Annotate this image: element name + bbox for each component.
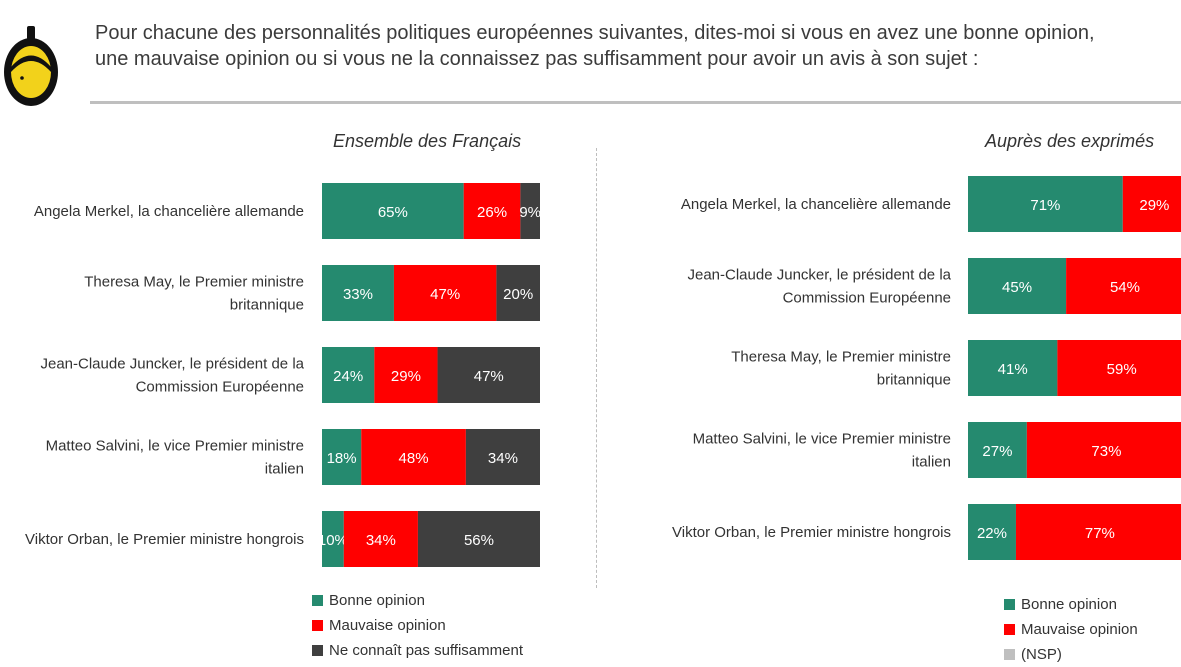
bar-segment-mauvaise xyxy=(343,511,418,567)
data-label: 22% xyxy=(977,525,1007,542)
bar-segment-bonne xyxy=(968,176,1123,232)
data-label: 10% xyxy=(318,532,348,549)
category-label: italien xyxy=(912,454,951,471)
category-label: Commission Européenne xyxy=(783,290,951,307)
right-panel-title: Auprès des exprimés xyxy=(985,131,1155,151)
legend-label: Mauvaise opinion xyxy=(329,617,446,634)
legend-swatch xyxy=(1004,624,1015,635)
bar-segment-bonne xyxy=(322,429,362,485)
data-label: 71% xyxy=(1030,197,1060,214)
legend-item: (NSP) xyxy=(1004,642,1138,667)
logo-stem xyxy=(27,26,35,40)
bar-segment-bonne xyxy=(322,347,375,403)
bar-segment-bonne xyxy=(322,511,344,567)
bar-segment-ne_connait xyxy=(417,511,540,567)
bar-segment-bonne xyxy=(322,183,464,239)
legend-swatch xyxy=(312,595,323,606)
data-label: 24% xyxy=(333,368,363,385)
bar-segment-bonne xyxy=(968,422,1027,478)
chart-ensemble: Angela Merkel, la chancelière allemande 6… xyxy=(25,183,541,567)
legend-item: Bonne opinion xyxy=(312,588,523,613)
bar-segment-mauvaise xyxy=(361,429,466,485)
category-label: italien xyxy=(265,461,304,478)
legend-ensemble: Bonne opinion Mauvaise opinion Ne connaît … xyxy=(312,588,523,663)
header-rule xyxy=(90,101,1181,104)
bar-segment-mauvaise xyxy=(1026,422,1181,478)
legend-exprimes: Bonne opinion Mauvaise opinion (NSP) xyxy=(1004,592,1138,667)
category-label: Matteo Salvini, le vice Premier ministre xyxy=(46,438,304,455)
data-label: 54% xyxy=(1110,279,1140,296)
bar-segment-ne_connait xyxy=(437,347,540,403)
data-label: 47% xyxy=(474,368,504,385)
data-label: 59% xyxy=(1107,361,1137,378)
survey-question: Pour chacune des personnalités politique… xyxy=(95,20,1181,72)
data-label: 29% xyxy=(1139,197,1169,214)
data-label: 33% xyxy=(343,286,373,303)
bar-segment-bonne xyxy=(968,258,1067,314)
brand-logo xyxy=(4,26,58,106)
logo-dot xyxy=(20,76,24,80)
category-label: Matteo Salvini, le vice Premier ministre xyxy=(693,431,951,448)
legend-item: Mauvaise opinion xyxy=(312,613,523,638)
legend-label: Bonne opinion xyxy=(329,592,425,609)
legend-label: Ne connaît pas suffisamment xyxy=(329,642,523,659)
legend-item: Bonne opinion xyxy=(1004,592,1138,617)
chart-exprimes: Angela Merkel, la chancelière allemande 7… xyxy=(672,176,1181,560)
data-label: 73% xyxy=(1091,443,1121,460)
legend-swatch xyxy=(1004,599,1015,610)
panel-divider xyxy=(596,148,597,588)
data-label: 18% xyxy=(327,450,357,467)
bar-segment-mauvaise xyxy=(374,347,438,403)
bar-segment-mauvaise xyxy=(1066,258,1181,314)
data-label: 27% xyxy=(982,443,1012,460)
legend-item: Ne connaît pas suffisamment xyxy=(312,638,523,663)
data-label: 34% xyxy=(488,450,518,467)
data-label: 26% xyxy=(477,204,507,221)
bar-segment-ne_connait xyxy=(520,183,540,239)
legend-swatch xyxy=(312,645,323,656)
data-label: 29% xyxy=(391,368,421,385)
data-label: 34% xyxy=(366,532,396,549)
data-label: 65% xyxy=(378,204,408,221)
bar-segment-ne_connait xyxy=(465,429,540,485)
logo-band xyxy=(11,55,51,72)
legend-label: Bonne opinion xyxy=(1021,596,1117,613)
category-label: Angela Merkel, la chancelière allemande xyxy=(681,196,951,213)
category-label: Jean-Claude Juncker, le président de la xyxy=(41,356,305,373)
bar-segment-bonne xyxy=(968,504,1016,560)
left-panel-title: Ensemble des Français xyxy=(333,131,522,151)
legend-label: (NSP) xyxy=(1021,646,1062,663)
data-label: 56% xyxy=(464,532,494,549)
category-label: Viktor Orban, le Premier ministre hongro… xyxy=(672,524,951,541)
category-label: Theresa May, le Premier ministre xyxy=(731,349,951,366)
bar-segment-ne_connait xyxy=(496,265,540,321)
bar-segment-bonne xyxy=(322,265,394,321)
category-label: Theresa May, le Premier ministre xyxy=(84,274,304,291)
data-label: 41% xyxy=(998,361,1028,378)
category-label: britannique xyxy=(877,372,951,389)
data-label: 47% xyxy=(430,286,460,303)
category-label: Viktor Orban, le Premier ministre hongro… xyxy=(25,531,304,548)
data-label: 9% xyxy=(519,204,541,221)
legend-swatch xyxy=(312,620,323,631)
legend-label: Mauvaise opinion xyxy=(1021,621,1138,638)
bar-segment-mauvaise xyxy=(393,265,497,321)
category-label: Jean-Claude Juncker, le président de la xyxy=(688,267,952,284)
data-label: 45% xyxy=(1002,279,1032,296)
category-label: Angela Merkel, la chancelière allemande xyxy=(34,203,304,220)
bar-segment-mauvaise xyxy=(463,183,521,239)
bar-segment-mauvaise xyxy=(1122,176,1181,232)
bar-segment-mauvaise xyxy=(1015,504,1181,560)
legend-item: Mauvaise opinion xyxy=(1004,617,1138,642)
category-label: britannique xyxy=(230,297,304,314)
question-line-1: Pour chacune des personnalités politique… xyxy=(95,22,1095,44)
question-line-2: une mauvaise opinion ou si vous ne la co… xyxy=(95,48,979,70)
bar-segment-bonne xyxy=(968,340,1058,396)
data-label: 48% xyxy=(399,450,429,467)
data-label: 77% xyxy=(1085,525,1115,542)
bar-segment-mauvaise xyxy=(1057,340,1181,396)
category-label: Commission Européenne xyxy=(136,379,304,396)
data-label: 20% xyxy=(503,286,533,303)
legend-swatch xyxy=(1004,649,1015,660)
